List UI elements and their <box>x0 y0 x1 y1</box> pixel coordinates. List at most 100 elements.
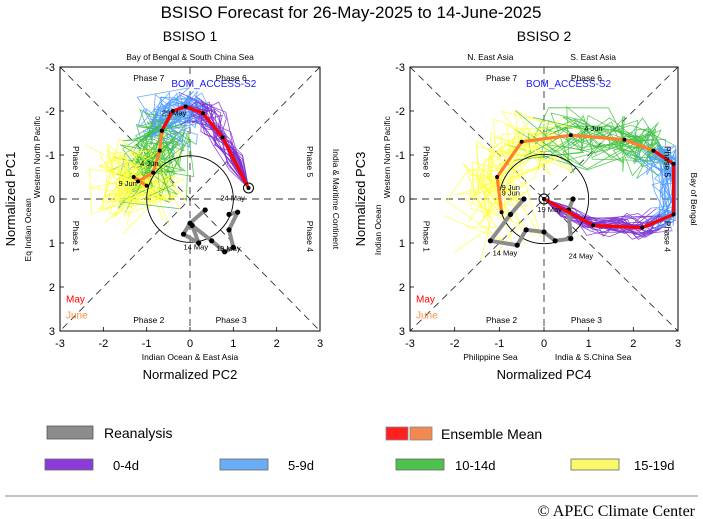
region-label-bottom-right: India & S.China Sea <box>555 352 632 362</box>
ensemble-mean-point <box>157 148 162 153</box>
ensemble-member-line <box>646 126 674 229</box>
x-tick-label: 1 <box>586 338 592 350</box>
ensemble-mean-point <box>170 109 175 113</box>
x-tick-label: 3 <box>317 338 323 350</box>
ensemble-mean-point <box>183 104 188 109</box>
ensemble-mean-point <box>519 139 524 144</box>
ensemble-mean-point <box>671 161 676 166</box>
phase-label: Phase 2 <box>133 315 164 325</box>
ensemble-member-line <box>469 127 557 219</box>
ensemble-member-line <box>543 198 648 221</box>
legend-swatch-15-19d <box>570 458 620 471</box>
ensemble-member-line <box>183 120 249 189</box>
ensemble-member-line <box>143 101 210 149</box>
ensemble-member-line <box>659 148 673 222</box>
phase-label: Phase 7 <box>133 73 164 83</box>
ensemble-mean-june <box>495 133 655 213</box>
legend-label-15-19d: 15-19d <box>634 458 674 473</box>
ensemble-mean-point <box>651 148 656 153</box>
y-tick-label: -3 <box>45 62 55 74</box>
ensemble-member-line <box>545 124 645 156</box>
reanalysis-track <box>488 197 575 248</box>
ensemble-mean-point <box>499 210 504 215</box>
ensemble-mean-point <box>495 175 500 179</box>
region-label-top: Bay of Bengal & South China Sea <box>126 52 254 62</box>
ensemble-member-line <box>466 140 539 228</box>
reanalysis-date-label: 19 May <box>216 244 241 253</box>
figure-title: BSISO Forecast for 26-May-2025 to 14-Jun… <box>161 3 542 22</box>
y-axis-label: Normalized PC1 <box>3 152 18 247</box>
ensemble-mean-point <box>640 225 645 230</box>
x-axis-label: Normalized PC4 <box>497 367 592 382</box>
y-tick-label: 3 <box>49 326 55 338</box>
ensemble-member-line <box>484 140 527 214</box>
ensemble-member-line <box>543 198 646 237</box>
ensemble-member-line <box>139 125 183 198</box>
ensemble-date-label: 9 Jun <box>502 183 520 192</box>
bsiso2-chart: 9 Jun 14 May 24 May 4 Jun 9 Jun 19 May -3 -3 -2 -… <box>353 28 699 382</box>
reanalysis-point <box>196 240 202 246</box>
x-tick-label: -3 <box>405 338 415 350</box>
ensemble-member-line <box>464 110 558 255</box>
ensemble-member-line <box>138 91 194 130</box>
ensemble-member-line <box>154 90 195 145</box>
ensemble-date-label: 4 Jun <box>584 124 602 133</box>
panel-title: BSISO 1 <box>163 28 218 44</box>
phase-label: Phase 4 <box>663 221 673 252</box>
region-label-right-outer: Bay of Bengal <box>689 173 699 226</box>
ensemble-member-line <box>553 124 661 153</box>
ensemble-member-line <box>140 141 182 201</box>
ensemble-member-line <box>636 148 677 221</box>
ensemble-mean-point <box>591 223 596 228</box>
ensemble-mean-point <box>568 133 573 138</box>
reanalysis-point <box>189 222 195 228</box>
x-tick-label: -2 <box>98 338 108 350</box>
reanalysis-point <box>523 227 529 233</box>
x-tick-label: 0 <box>541 338 547 350</box>
ensemble-member-line <box>475 136 551 221</box>
ensemble-member-line <box>543 198 654 240</box>
ensemble-member-line <box>454 110 546 253</box>
ensemble-mean-point <box>671 212 676 217</box>
reanalysis-point <box>521 196 527 202</box>
phase-label: Phase 3 <box>571 315 602 325</box>
reanalysis-point <box>541 229 547 235</box>
ensemble-mean-point <box>220 135 225 140</box>
reanalysis-point <box>235 209 241 215</box>
phase-label: Phase 6 <box>571 73 602 83</box>
y-tick-label: 2 <box>399 282 405 294</box>
ensemble-member-line <box>466 118 561 215</box>
legend-label-5-9d: 5-9d <box>288 458 314 473</box>
reanalysis-point <box>222 249 228 255</box>
x-tick-label: -2 <box>450 338 460 350</box>
phase-label: Phase 5 <box>663 146 673 177</box>
reanalysis-point <box>226 211 232 217</box>
ensemble-member-line <box>136 87 206 157</box>
y-tick-label: 3 <box>399 326 405 338</box>
x-tick-label: -1 <box>142 338 152 350</box>
phase-label: Phase 1 <box>421 221 431 252</box>
ensemble-member-line <box>483 127 547 218</box>
phase-label: Phase 5 <box>305 146 315 177</box>
reanalysis-date-label: 14 May <box>493 248 518 257</box>
y-tick-label: -2 <box>45 106 55 118</box>
reanalysis-date-label: 14 May <box>184 243 209 252</box>
reanalysis-point <box>487 238 493 244</box>
panel-title: BSISO 2 <box>517 28 572 44</box>
model-name: BOM_ACCESS-S2 <box>526 79 611 90</box>
reanalysis-date-label: 24 May <box>220 193 245 202</box>
start-marker <box>243 182 254 194</box>
legend-label-reanalysis: Reanalysis <box>104 425 172 441</box>
x-tick-label: 2 <box>630 338 636 350</box>
reanalysis-point <box>202 207 208 213</box>
ensemble-mean-may <box>160 104 250 189</box>
may-label: May <box>66 294 85 305</box>
y-tick-label: 2 <box>49 282 55 294</box>
ensemble-member-line <box>565 116 669 165</box>
x-tick-label: 3 <box>675 338 681 350</box>
ensemble-mean-point <box>201 111 205 116</box>
phase-label: Phase 4 <box>305 221 315 252</box>
ensemble-mean-point <box>136 179 140 184</box>
ensemble-member-line <box>471 123 575 197</box>
